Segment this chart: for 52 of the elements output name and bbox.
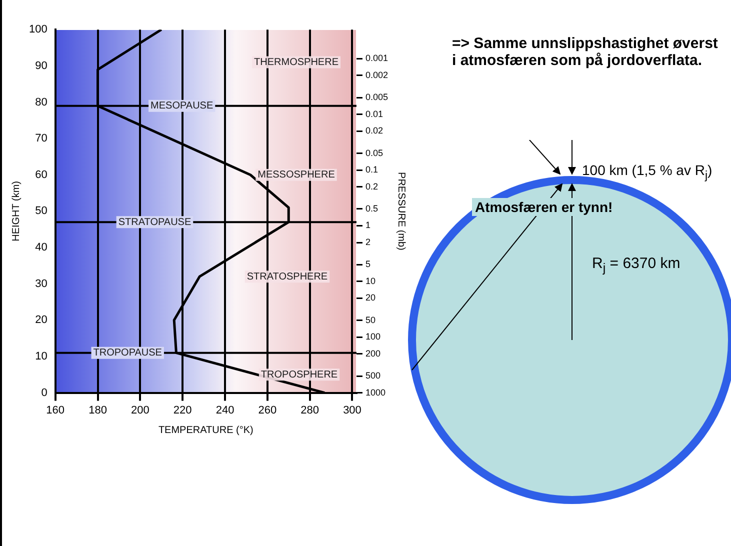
y2-tick-label: 0.01 (365, 108, 384, 119)
y2-tick-label: 0.5 (365, 203, 378, 214)
y2-axis-title: PRESSURE (mb) (395, 172, 406, 250)
y2-tick-label: 50 (365, 314, 376, 325)
y2-tick-label: 0.02 (365, 126, 384, 136)
y-tick-label: 80 (35, 96, 48, 108)
x-tick-label: 240 (216, 404, 234, 416)
y-tick-label: 10 (35, 350, 48, 363)
annotation: TROPOSPHERE (260, 369, 338, 380)
y-tick-label: 90 (35, 60, 48, 72)
y-tick-label: 70 (35, 132, 48, 145)
y-tick-label: 40 (35, 242, 48, 254)
x-tick-label: 220 (173, 404, 192, 416)
ref-line-label: MESOPAUSE (150, 100, 214, 112)
y-tick-label: 50 (35, 205, 48, 218)
annotation: STRATOSPHERE (246, 271, 328, 282)
y2-tick-label: 0.001 (365, 53, 388, 64)
x-tick-label: 280 (300, 404, 320, 416)
annotation: THERMOSPHERE (254, 57, 339, 68)
annotation: MESSOSPHERE (258, 170, 336, 181)
x-tick-label: 160 (46, 404, 65, 416)
ref-line-label: TROPOPAUSE (93, 348, 162, 359)
x-axis-title: TEMPERATURE (°K) (158, 424, 254, 436)
y2-tick-label: 100 (365, 332, 381, 342)
y-tick-label: 30 (35, 278, 48, 290)
y-tick-label: 60 (35, 168, 48, 181)
y2-tick-label: 0.05 (365, 148, 384, 158)
y2-tick-label: 20 (365, 292, 376, 303)
y-tick-label: 100 (28, 24, 48, 36)
y2-tick-label: 500 (365, 370, 381, 381)
y-tick-label: 20 (35, 314, 48, 326)
ref-line-label: STRATOPAUSE (118, 216, 192, 228)
text: Atmosfæren er tynn! (472, 198, 616, 216)
y2-tick-label: 1000 (365, 387, 386, 398)
y2-tick-label: 0.002 (365, 70, 388, 80)
y-tick-label: 0 (41, 386, 48, 399)
y2-tick-label: 1 (365, 220, 370, 230)
y2-tick-label: 200 (365, 348, 381, 358)
y2-tick-label: 2 (365, 237, 370, 248)
y2-tick-label: 0.1 (365, 164, 378, 175)
x-tick-label: 180 (88, 404, 107, 416)
y2-tick-label: 10 (365, 276, 376, 286)
x-tick-label: 260 (258, 404, 277, 416)
x-tick-label: 200 (130, 404, 150, 416)
text: R$_{j}$ = 6370 km (592, 255, 680, 275)
y2-tick-label: 0.005 (365, 92, 388, 102)
y2-tick-label: 5 (365, 259, 370, 270)
y2-tick-label: 0.2 (365, 181, 378, 192)
y-axis-title: HEIGHT (km) (10, 181, 22, 242)
text: 100 km (1,5 % av R$_{j}$) (582, 162, 712, 182)
x-tick-label: 300 (343, 404, 362, 416)
text: => Samme unnslippshastighet øverst i atmosfæren som på jordoverflata. (452, 35, 719, 69)
